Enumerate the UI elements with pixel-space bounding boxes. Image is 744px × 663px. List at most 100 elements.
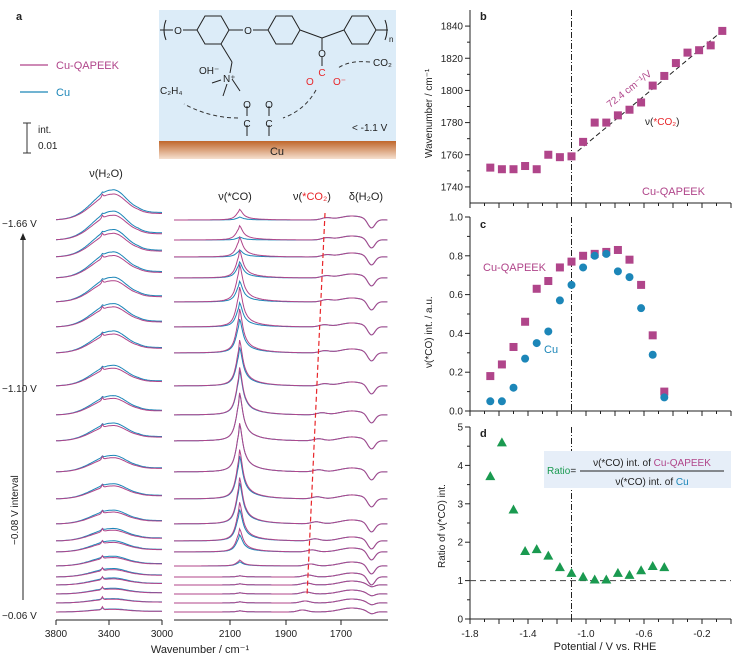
co-region-trace — [174, 208, 388, 229]
c-point-square — [509, 342, 518, 351]
c-point-circle — [602, 249, 611, 258]
d-x-tick-label: -1.4 — [519, 629, 537, 640]
water-band-trace — [55, 305, 162, 328]
water-band-trace — [56, 455, 162, 473]
water-band-trace — [56, 585, 162, 595]
spectra-plot — [55, 189, 388, 615]
c-point-square — [521, 317, 530, 326]
d-x-tick-label: -0.2 — [693, 629, 711, 640]
co-region-trace — [174, 224, 388, 249]
scale-bar-value: 0.01 — [38, 141, 58, 152]
slope-annotation: 72.4 cm⁻¹/V — [605, 68, 654, 110]
peak-label-bend: δ(H₂O) — [349, 191, 383, 203]
b-point-square — [718, 26, 727, 35]
co-region-trace — [174, 572, 388, 586]
b-point-square — [567, 152, 576, 161]
b-y-tick-label: 1760 — [441, 150, 464, 161]
d-point-triangle — [496, 437, 507, 447]
d-y-label: Ratio of ν(*CO) int. — [437, 484, 448, 568]
d-x-tick-label: -0.6 — [635, 629, 653, 640]
c-y-tick-label: 1.0 — [449, 213, 463, 224]
d-y-tick-label: 2 — [457, 538, 463, 549]
water-band-trace — [56, 254, 162, 279]
c-point-square — [625, 255, 634, 264]
hydroxide-label: OH⁻ — [199, 66, 219, 77]
water-band-trace — [55, 527, 162, 542]
b-point-square — [497, 165, 506, 174]
c-y-tick-label: 0.6 — [449, 290, 463, 301]
water-band-trace — [55, 595, 162, 604]
c-point-square — [579, 251, 588, 260]
d-y-tick-label: 5 — [457, 423, 463, 434]
potential-interval-label: −0.08 V interval — [10, 475, 21, 545]
co-region-trace — [174, 502, 388, 550]
c-y-tick-label: 0.2 — [449, 368, 463, 379]
c-y-tick-label: 0.0 — [449, 407, 463, 418]
b-y-tick-label: 1800 — [441, 86, 464, 97]
b-point-square — [637, 98, 646, 107]
c-y-tick-label: 0.4 — [449, 329, 463, 340]
b-point-square — [555, 153, 564, 162]
co-region-trace — [174, 235, 388, 266]
b-y-tick-label: 1780 — [441, 118, 464, 129]
potential-label-mid: −1.10 V — [2, 384, 37, 395]
c-y-label: ν(*CO) int. / a.u. — [424, 296, 435, 368]
co-region-trace — [174, 318, 388, 362]
d-point-triangle — [543, 550, 554, 560]
b-point-square — [695, 46, 704, 55]
c-point-circle — [567, 280, 576, 289]
c-legend-cu-qapeek: Cu-QAPEEK — [483, 262, 547, 274]
c-point-circle — [555, 296, 564, 305]
d-x-tick-label: -1.0 — [577, 629, 595, 640]
co-region-trace — [174, 607, 388, 615]
co-region-trace — [174, 300, 388, 336]
c-point-circle — [521, 354, 530, 363]
c-point-circle — [579, 263, 588, 272]
co-region-trace — [174, 286, 388, 336]
d-point-triangle — [508, 504, 519, 514]
co-region-trace — [174, 449, 388, 508]
b-point-square — [706, 41, 715, 50]
co-region-trace — [174, 477, 388, 533]
co-region-trace — [174, 367, 388, 424]
co-region-trace — [174, 559, 388, 575]
legend-label-cu-qapeek: Cu-QAPEEK — [56, 60, 120, 72]
peak-label-co: ν(*CO) — [218, 191, 252, 203]
water-band-trace — [56, 423, 162, 442]
water-band-trace — [56, 279, 162, 303]
co-carbon-2: C — [265, 119, 272, 130]
co-region-trace — [174, 392, 388, 450]
co-region-trace — [174, 249, 388, 266]
c-point-square — [544, 277, 553, 286]
c-point-square — [567, 257, 576, 266]
b-y-tick-label: 1740 — [441, 182, 464, 193]
c-point-square — [637, 280, 646, 289]
co-region-trace — [174, 580, 388, 588]
carboxylate-carbon: C — [318, 68, 325, 79]
c-point-circle — [660, 393, 669, 402]
c-point-circle — [590, 251, 599, 260]
potential-label-bottom: −0.06 V — [2, 611, 37, 622]
ether-oxygen-2: O — [244, 26, 252, 37]
spectra-x-label: Wavenumber / cm⁻¹ — [151, 644, 250, 656]
reaction-arrows — [183, 61, 371, 119]
legend-label-cu: Cu — [56, 87, 70, 99]
tick-3800: 3800 — [45, 629, 68, 640]
potential-label-top: −1.66 V — [2, 219, 37, 230]
tick-2100: 2100 — [219, 629, 242, 640]
water-band-trace — [55, 251, 162, 279]
panel-c: 0.0 0.2 0.4 0.6 0.8 1.0 — [449, 213, 732, 418]
co2-label: CO₂ — [373, 58, 392, 69]
water-band-trace — [56, 539, 162, 553]
c-point-square — [613, 245, 622, 254]
water-band-trace — [56, 605, 163, 613]
co-region-trace — [174, 607, 388, 615]
svg-text:ν(*CO) int. of Cu: ν(*CO) int. of Cu — [615, 477, 688, 488]
co-region-trace — [174, 235, 388, 249]
b-point-square — [648, 81, 657, 90]
water-band-trace — [56, 483, 162, 500]
co-region-trace — [174, 455, 388, 508]
co-region-trace — [174, 264, 388, 311]
b-point-square — [486, 163, 495, 172]
